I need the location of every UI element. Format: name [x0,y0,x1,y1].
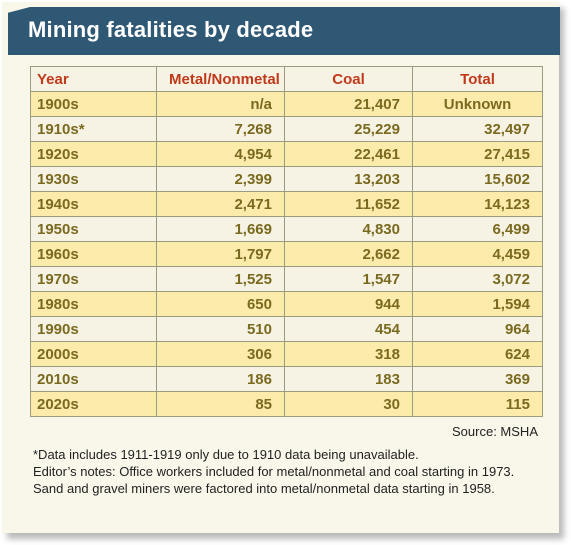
cell-year: 1970s [30,266,157,292]
cell-total: 32,497 [412,116,543,142]
cell-year: 1920s [30,141,157,167]
cell-year: 1980s [30,291,157,317]
cell-total: 369 [412,366,543,392]
cell-metal: 1,669 [156,216,285,242]
cell-year: 1990s [30,316,157,342]
cell-year: 1930s [30,166,157,192]
cell-coal: 21,407 [284,91,413,117]
cell-coal: 4,830 [284,216,413,242]
cell-coal: 944 [284,291,413,317]
column-header: Metal/Nonmetal [156,66,285,92]
table-row: 1940s 2,471 11,652 14,123 [30,191,543,217]
table-row: 1980s 650 944 1,594 [30,291,543,317]
fatalities-table: Year Metal/Nonmetal Coal Total 1900s n/a 2… [30,66,543,417]
title-banner: Mining fatalities by decade [8,7,560,55]
cell-total: 964 [412,316,543,342]
cell-coal: 13,203 [284,166,413,192]
table-row: 1910s* 7,268 25,229 32,497 [30,116,543,142]
table-row: 1950s 1,669 4,830 6,499 [30,216,543,242]
source-note: Source: MSHA [452,424,538,439]
cell-metal: 650 [156,291,285,317]
cell-year: 1910s* [30,116,157,142]
cell-metal: 85 [156,391,285,417]
cell-total: Unknown [412,91,543,117]
cell-coal: 2,662 [284,241,413,267]
cell-coal: 30 [284,391,413,417]
cell-coal: 454 [284,316,413,342]
cell-total: 115 [412,391,543,417]
table-row: 1960s 1,797 2,662 4,459 [30,241,543,267]
cell-total: 3,072 [412,266,543,292]
cell-metal: 186 [156,366,285,392]
cell-metal: 1,525 [156,266,285,292]
cell-metal: 4,954 [156,141,285,167]
cell-total: 27,415 [412,141,543,167]
cell-metal: 510 [156,316,285,342]
header-row: Year Metal/Nonmetal Coal Total [30,66,543,92]
cell-total: 14,123 [412,191,543,217]
table-row: 1920s 4,954 22,461 27,415 [30,141,543,167]
cell-coal: 183 [284,366,413,392]
table-row: 1900s n/a 21,407 Unknown [30,91,543,117]
cell-total: 6,499 [412,216,543,242]
cell-total: 4,459 [412,241,543,267]
table-row: 1930s 2,399 13,203 15,602 [30,166,543,192]
column-header: Total [412,66,543,92]
table-row: 2010s 186 183 369 [30,366,543,392]
cell-coal: 318 [284,341,413,367]
cell-total: 624 [412,341,543,367]
table-row: 1970s 1,525 1,547 3,072 [30,266,543,292]
cell-total: 1,594 [412,291,543,317]
editors-note: Editor’s notes: Office workers included … [33,464,515,496]
cell-coal: 25,229 [284,116,413,142]
cell-metal: 2,471 [156,191,285,217]
cell-metal: n/a [156,91,285,117]
table-row: 2000s 306 318 624 [30,341,543,367]
cell-year: 1960s [30,241,157,267]
cell-year: 1900s [30,91,157,117]
footnotes: *Data includes 1911-1919 only due to 191… [33,446,543,497]
column-header: Year [30,66,157,92]
cell-coal: 11,652 [284,191,413,217]
column-header: Coal [284,66,413,92]
cell-year: 1940s [30,191,157,217]
cell-year: 2000s [30,341,157,367]
cell-year: 2020s [30,391,157,417]
table-row: 2020s 85 30 115 [30,391,543,417]
cell-year: 2010s [30,366,157,392]
cell-year: 1950s [30,216,157,242]
cell-metal: 306 [156,341,285,367]
cell-metal: 2,399 [156,166,285,192]
page-title: Mining fatalities by decade [28,17,314,42]
cell-coal: 1,547 [284,266,413,292]
cell-metal: 1,797 [156,241,285,267]
cell-metal: 7,268 [156,116,285,142]
cell-coal: 22,461 [284,141,413,167]
footnote-asterisk: *Data includes 1911-1919 only due to 191… [33,447,419,462]
table-row: 1990s 510 454 964 [30,316,543,342]
cell-total: 15,602 [412,166,543,192]
